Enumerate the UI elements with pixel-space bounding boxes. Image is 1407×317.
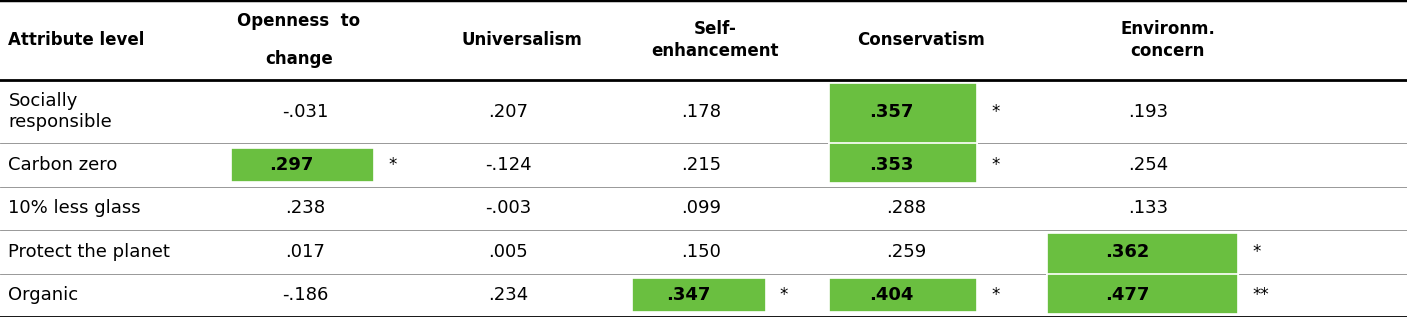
Text: .477: .477	[1104, 286, 1150, 304]
FancyBboxPatch shape	[231, 148, 374, 182]
FancyBboxPatch shape	[632, 278, 765, 312]
Text: .178: .178	[681, 102, 720, 120]
Text: .150: .150	[681, 243, 720, 261]
Text: Organic: Organic	[8, 286, 79, 304]
Text: Protect the planet: Protect the planet	[8, 243, 170, 261]
Text: .362: .362	[1104, 243, 1150, 261]
Text: -.031: -.031	[283, 102, 328, 120]
Text: .404: .404	[868, 286, 913, 304]
Text: .357: .357	[868, 102, 913, 120]
Text: Socially
responsible: Socially responsible	[8, 92, 113, 131]
Text: .017: .017	[286, 243, 325, 261]
Text: Attribute level: Attribute level	[8, 31, 145, 49]
Text: Universalism: Universalism	[461, 31, 582, 49]
Text: -.003: -.003	[485, 199, 532, 217]
Text: .133: .133	[1128, 199, 1168, 217]
Text: Conservatism: Conservatism	[857, 31, 985, 49]
Text: -.186: -.186	[283, 286, 328, 304]
Text: Openness  to: Openness to	[238, 12, 360, 30]
Text: *: *	[388, 156, 397, 174]
Text: .353: .353	[868, 156, 913, 174]
FancyBboxPatch shape	[829, 143, 976, 183]
Text: change: change	[265, 50, 333, 68]
Text: .297: .297	[269, 156, 314, 174]
Text: .238: .238	[286, 199, 325, 217]
FancyBboxPatch shape	[1047, 274, 1238, 314]
Text: *: *	[991, 156, 999, 174]
Text: .215: .215	[681, 156, 720, 174]
Text: *: *	[991, 102, 999, 120]
FancyBboxPatch shape	[829, 83, 976, 183]
Text: Self-
enhancement: Self- enhancement	[651, 20, 778, 60]
Text: Carbon zero: Carbon zero	[8, 156, 118, 174]
Text: .254: .254	[1128, 156, 1168, 174]
Text: *: *	[779, 286, 788, 304]
Text: .005: .005	[488, 243, 528, 261]
Text: *: *	[991, 286, 999, 304]
Text: *: *	[1252, 243, 1261, 261]
Text: 10% less glass: 10% less glass	[8, 199, 141, 217]
Text: Environm.
concern: Environm. concern	[1120, 20, 1216, 60]
Text: .234: .234	[488, 286, 529, 304]
Text: .193: .193	[1128, 102, 1168, 120]
Text: .288: .288	[886, 199, 926, 217]
Text: .347: .347	[666, 286, 711, 304]
FancyBboxPatch shape	[829, 278, 976, 312]
Text: .207: .207	[488, 102, 529, 120]
FancyBboxPatch shape	[1047, 233, 1238, 314]
Text: .099: .099	[681, 199, 720, 217]
Text: -.124: -.124	[485, 156, 532, 174]
Text: .259: .259	[886, 243, 926, 261]
Text: **: **	[1252, 286, 1269, 304]
